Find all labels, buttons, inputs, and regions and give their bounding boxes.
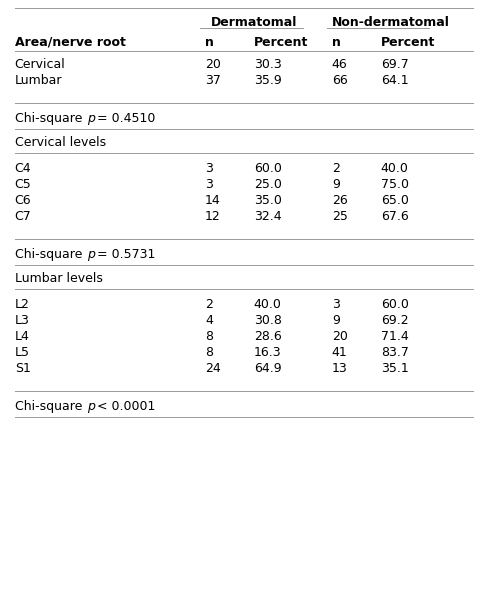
Text: 46: 46	[332, 58, 347, 71]
Text: 3: 3	[205, 163, 213, 175]
Text: 60.0: 60.0	[254, 163, 282, 175]
Text: Area/nerve root: Area/nerve root	[15, 36, 125, 49]
Text: 69.2: 69.2	[381, 314, 408, 327]
Text: 2: 2	[332, 163, 340, 175]
Text: 26: 26	[332, 194, 347, 207]
Text: 35.1: 35.1	[381, 362, 408, 375]
Text: n: n	[205, 36, 214, 49]
Text: 14: 14	[205, 194, 221, 207]
Text: L5: L5	[15, 346, 30, 359]
Text: L3: L3	[15, 314, 29, 327]
Text: Non-dermatomal: Non-dermatomal	[331, 15, 449, 29]
Text: Cervical levels: Cervical levels	[15, 137, 106, 150]
Text: 67.6: 67.6	[381, 210, 408, 223]
Text: L2: L2	[15, 299, 29, 311]
Text: C7: C7	[15, 210, 31, 223]
Text: = 0.5731: = 0.5731	[93, 248, 155, 261]
Text: 28.6: 28.6	[254, 330, 282, 343]
Text: p: p	[87, 112, 95, 125]
Text: C4: C4	[15, 163, 31, 175]
Text: Lumbar: Lumbar	[15, 74, 62, 87]
Text: 65.0: 65.0	[381, 194, 408, 207]
Text: L4: L4	[15, 330, 29, 343]
Text: < 0.0001: < 0.0001	[93, 400, 155, 413]
Text: 9: 9	[332, 179, 340, 191]
Text: 35.9: 35.9	[254, 74, 282, 87]
Text: Chi-square: Chi-square	[15, 112, 86, 125]
Text: C5: C5	[15, 179, 31, 191]
Text: = 0.4510: = 0.4510	[93, 112, 155, 125]
Text: 71.4: 71.4	[381, 330, 408, 343]
Text: 30.3: 30.3	[254, 58, 282, 71]
Text: 24: 24	[205, 362, 221, 375]
Text: Percent: Percent	[381, 36, 435, 49]
Text: 25.0: 25.0	[254, 179, 282, 191]
Text: 32.4: 32.4	[254, 210, 282, 223]
Text: Cervical: Cervical	[15, 58, 65, 71]
Text: 4: 4	[205, 314, 213, 327]
Text: 2: 2	[205, 299, 213, 311]
Text: 66: 66	[332, 74, 347, 87]
Text: p: p	[87, 248, 95, 261]
Text: 40.0: 40.0	[254, 299, 282, 311]
Text: Dermatomal: Dermatomal	[211, 15, 297, 29]
Text: 41: 41	[332, 346, 347, 359]
Text: 35.0: 35.0	[254, 194, 282, 207]
Text: 60.0: 60.0	[381, 299, 408, 311]
Text: 64.1: 64.1	[381, 74, 408, 87]
Text: 69.7: 69.7	[381, 58, 408, 71]
Text: 83.7: 83.7	[381, 346, 408, 359]
Text: 3: 3	[205, 179, 213, 191]
Text: 20: 20	[205, 58, 221, 71]
Text: 9: 9	[332, 314, 340, 327]
Text: 3: 3	[332, 299, 340, 311]
Text: 75.0: 75.0	[381, 179, 408, 191]
Text: 64.9: 64.9	[254, 362, 282, 375]
Text: C6: C6	[15, 194, 31, 207]
Text: 16.3: 16.3	[254, 346, 282, 359]
Text: 8: 8	[205, 346, 213, 359]
Text: Percent: Percent	[254, 36, 308, 49]
Text: 25: 25	[332, 210, 348, 223]
Text: p: p	[87, 400, 95, 413]
Text: S1: S1	[15, 362, 31, 375]
Text: 12: 12	[205, 210, 221, 223]
Text: 8: 8	[205, 330, 213, 343]
Text: 37: 37	[205, 74, 221, 87]
Text: 40.0: 40.0	[381, 163, 408, 175]
Text: 30.8: 30.8	[254, 314, 282, 327]
Text: 13: 13	[332, 362, 347, 375]
Text: n: n	[332, 36, 341, 49]
Text: Lumbar levels: Lumbar levels	[15, 273, 102, 286]
Text: Chi-square: Chi-square	[15, 248, 86, 261]
Text: 20: 20	[332, 330, 348, 343]
Text: Chi-square: Chi-square	[15, 400, 86, 413]
